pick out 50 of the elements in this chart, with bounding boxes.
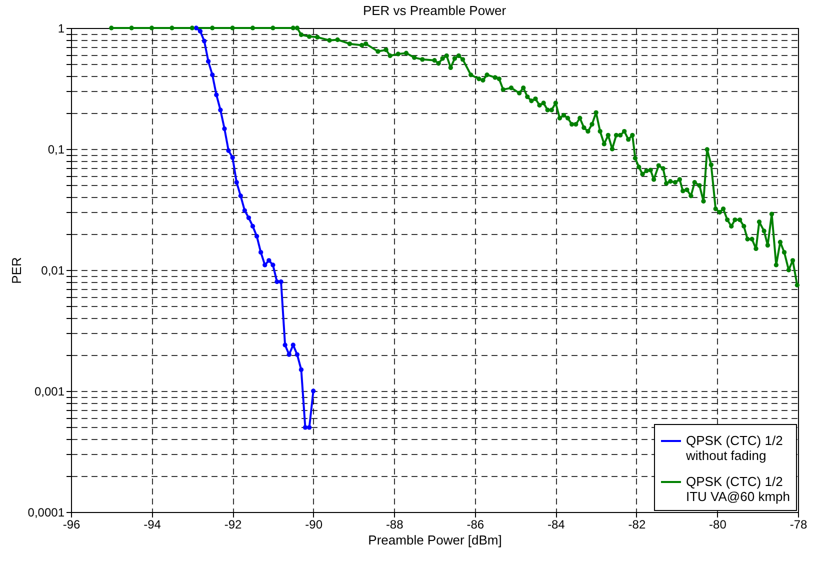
x-tick-label: -90	[305, 518, 323, 532]
point	[266, 258, 272, 263]
point	[238, 194, 243, 198]
point	[258, 250, 264, 255]
legend-label: QPSK (CTC) 1/2 without fading	[685, 433, 783, 463]
point	[234, 180, 239, 185]
legend-label: QPSK (CTC) 1/2 ITU VA@60 kmph	[686, 474, 790, 504]
y-tick-label: 0,001	[34, 384, 65, 398]
point	[274, 279, 280, 284]
point	[206, 59, 211, 64]
chart-title: PER vs Preamble Power	[362, 3, 507, 18]
point	[298, 367, 304, 372]
x-tick-label: -88	[386, 518, 404, 532]
y-tick-label: 0,1	[48, 142, 65, 156]
point	[254, 234, 260, 239]
x-tick-label: -92	[224, 518, 242, 532]
x-tick-label: -84	[547, 518, 566, 532]
x-tick-label: -96	[62, 518, 80, 532]
point	[230, 155, 235, 160]
point	[282, 342, 288, 348]
x-axis-title: Preamble Power [dBm]	[368, 532, 502, 548]
point	[246, 215, 252, 220]
point	[250, 224, 256, 229]
x-tick-label: -78	[790, 518, 808, 532]
point	[194, 26, 199, 30]
point	[286, 352, 292, 357]
point	[210, 72, 215, 78]
point	[202, 38, 207, 44]
x-tick-label: -86	[466, 518, 484, 532]
y-tick-label: 1	[58, 22, 65, 36]
x-tick-label: -82	[628, 518, 646, 532]
point	[226, 148, 231, 153]
point	[218, 108, 223, 112]
x-tick-label: -94	[144, 518, 162, 532]
point	[198, 28, 203, 34]
y-axis-title: PER	[8, 257, 24, 284]
point	[306, 425, 312, 430]
y-tick-label: 0,01	[41, 264, 65, 278]
point	[302, 425, 308, 430]
point	[310, 388, 316, 394]
point	[262, 262, 268, 268]
point	[214, 92, 219, 98]
point	[222, 126, 227, 132]
y-tick-label: 0,0001	[28, 506, 65, 520]
x-tick-label: -80	[709, 518, 727, 532]
point	[278, 279, 284, 284]
point	[270, 262, 276, 268]
point	[242, 208, 248, 213]
point	[294, 352, 300, 357]
point	[290, 342, 296, 348]
